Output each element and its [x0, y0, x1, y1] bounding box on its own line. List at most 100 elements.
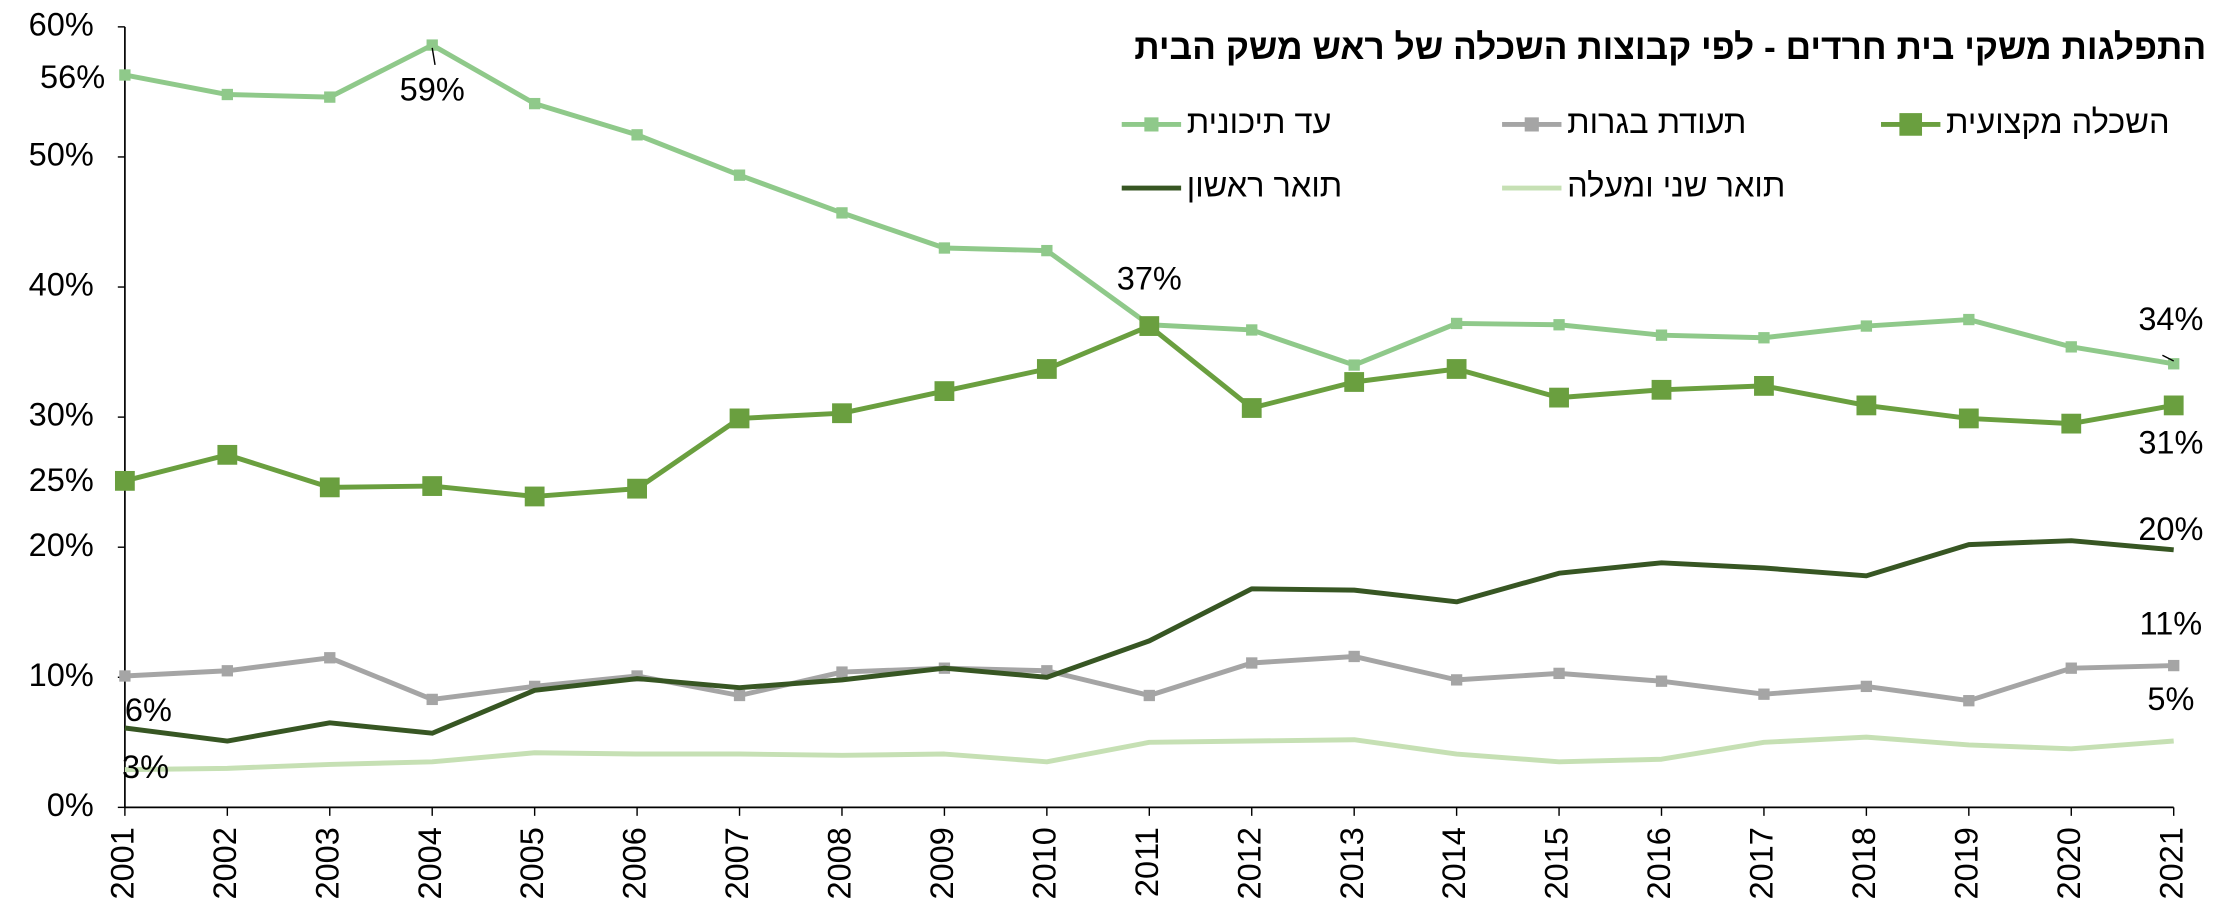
- y-tick-label: 30%: [29, 397, 94, 433]
- series-line: [124, 734, 2174, 773]
- marker: [528, 97, 541, 110]
- x-tick-label: 2013: [1334, 827, 1370, 899]
- marker: [2163, 395, 2184, 416]
- marker: [1246, 324, 1258, 336]
- data-label: 5%: [2147, 681, 2194, 717]
- marker: [2061, 413, 2082, 434]
- marker: [631, 129, 643, 141]
- marker: [524, 486, 545, 507]
- marker: [1246, 657, 1258, 669]
- marker: [1139, 316, 1160, 336]
- marker: [733, 169, 746, 181]
- marker: [217, 444, 238, 465]
- marker: [1958, 408, 1979, 429]
- marker: [1860, 680, 1873, 693]
- y-tick-label: 60%: [29, 6, 94, 42]
- marker: [1758, 332, 1770, 344]
- x-tick-label: 2019: [1948, 827, 1984, 899]
- x-tick-label: 2016: [1641, 827, 1677, 899]
- marker: [119, 69, 131, 81]
- marker: [1344, 372, 1365, 392]
- y-tick-label: 10%: [29, 657, 94, 693]
- marker: [836, 207, 848, 219]
- legend-label: תואר שני ומעלה: [1567, 168, 1785, 204]
- marker: [528, 680, 541, 693]
- marker: [832, 403, 852, 424]
- legend-label: תואר ראשון: [1187, 168, 1343, 204]
- marker: [2065, 662, 2077, 674]
- marker: [426, 693, 438, 706]
- marker: [1651, 379, 1672, 400]
- marker: [836, 666, 848, 678]
- marker: [1041, 244, 1053, 257]
- marker: [1856, 395, 1877, 416]
- y-tick-label: 20%: [29, 527, 94, 563]
- leader-line: [431, 47, 436, 65]
- marker: [934, 381, 955, 401]
- marker: [114, 470, 135, 491]
- data-label: 3%: [122, 749, 169, 785]
- x-tick-label: 2008: [822, 827, 858, 899]
- data-label: 31%: [2138, 425, 2203, 461]
- y-tick-label: 40%: [29, 267, 94, 303]
- marker: [1860, 320, 1873, 332]
- y-tick-label: 50%: [29, 137, 94, 173]
- legend-label: עד תיכונית: [1187, 104, 1332, 140]
- legend-label: השכלה מקצועית: [1946, 104, 2170, 140]
- x-tick-label: 2007: [719, 827, 755, 899]
- marker: [733, 689, 746, 702]
- marker: [1143, 689, 1155, 702]
- series-line: [124, 538, 2174, 744]
- x-tick-label: 2015: [1539, 827, 1575, 899]
- marker: [319, 477, 340, 498]
- x-tick-label: 2018: [1846, 827, 1882, 899]
- marker: [422, 476, 443, 496]
- x-tick-label: 2001: [104, 827, 140, 899]
- marker: [1348, 359, 1360, 371]
- marker: [2065, 341, 2077, 353]
- marker: [631, 670, 643, 682]
- marker: [1963, 695, 1975, 707]
- marker: [1963, 313, 1975, 326]
- marker: [221, 88, 233, 101]
- marker: [1553, 319, 1565, 331]
- marker: [324, 91, 336, 103]
- marker: [729, 408, 750, 429]
- marker: [119, 670, 131, 682]
- legend-label: תעודת בגרות: [1567, 104, 1746, 140]
- x-tick-label: 2003: [309, 827, 345, 899]
- marker: [627, 478, 647, 499]
- data-label: 11%: [2140, 606, 2203, 642]
- marker: [2168, 659, 2180, 672]
- x-tick-label: 2014: [1436, 827, 1472, 899]
- data-label: 37%: [1117, 261, 1182, 297]
- marker: [1655, 329, 1668, 341]
- chart-title: התפלגות משקי בית חרדים - לפי קבוצות השכל…: [1134, 28, 2206, 67]
- marker: [2168, 358, 2180, 370]
- marker: [1553, 667, 1565, 680]
- x-tick-label: 2009: [924, 827, 960, 899]
- marker: [426, 39, 438, 51]
- marker: [1241, 398, 1262, 418]
- data-label: 34%: [2138, 301, 2203, 337]
- y-tick-label: 0%: [47, 787, 94, 823]
- data-label: 25%: [29, 462, 94, 498]
- data-label: 56%: [40, 59, 105, 95]
- data-label: 6%: [125, 692, 172, 728]
- x-tick-label: 2005: [514, 827, 550, 899]
- marker: [1754, 375, 1774, 396]
- leader-line: [2162, 354, 2175, 362]
- marker: [1549, 387, 1569, 408]
- marker: [1655, 675, 1668, 687]
- marker: [1446, 359, 1467, 379]
- marker: [324, 652, 336, 664]
- x-tick-label: 2020: [2051, 827, 2087, 899]
- marker: [1036, 359, 1057, 379]
- data-label: 20%: [2138, 511, 2203, 547]
- marker: [1450, 674, 1463, 686]
- legend-marker: [1524, 117, 1539, 132]
- x-tick-label: 2002: [207, 827, 243, 899]
- x-tick-label: 2011: [1129, 827, 1165, 897]
